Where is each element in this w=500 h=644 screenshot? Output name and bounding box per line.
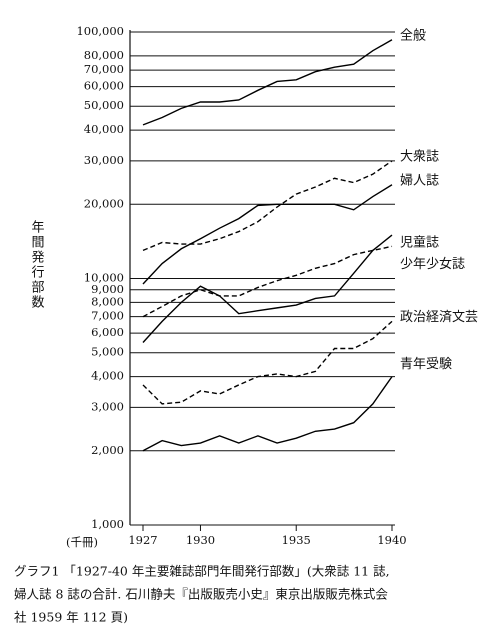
y-tick-label: 100,000 — [76, 24, 124, 38]
series-label: 大衆誌 — [400, 149, 439, 164]
y-tick-label: 80,000 — [84, 48, 124, 62]
series-label: 婦人誌 — [400, 172, 439, 188]
series-line — [142, 376, 393, 452]
series-line — [142, 234, 393, 343]
series-label: 全般 — [400, 28, 426, 43]
y-tick-label: 5,000 — [91, 345, 124, 359]
y-tick-label: 3,000 — [91, 399, 124, 413]
y-unit: (千冊) — [66, 535, 98, 549]
series-line — [142, 160, 393, 252]
x-tick-label: 1927 — [128, 533, 157, 547]
series-label: 児童誌 — [400, 236, 439, 251]
x-tick-label: 1940 — [377, 533, 406, 547]
y-tick-label: 20,000 — [84, 196, 124, 210]
series-label: 政治経済文芸 — [400, 309, 478, 325]
caption: 社 1959 年 112 頁) — [14, 610, 128, 625]
x-tick-label: 1930 — [186, 533, 215, 547]
series-line — [142, 39, 393, 126]
x-tick-label: 1935 — [282, 533, 311, 547]
series-line — [142, 245, 393, 318]
series-line — [142, 320, 393, 405]
caption: グラフ1 「1927-40 年主要雑誌部門年間発行部数」(大衆誌 11 誌, — [14, 564, 390, 579]
y-tick-label: 60,000 — [84, 79, 124, 93]
y-tick-label: 30,000 — [84, 153, 124, 167]
series-line — [142, 184, 393, 285]
y-tick-label: 2,000 — [91, 443, 124, 457]
y-tick-label: 50,000 — [84, 98, 124, 112]
caption: 婦人誌 8 誌の合計. 石川静夫『出版販売小史』東京出版販売株式会 — [14, 587, 388, 602]
series-label: 青年受験 — [400, 357, 452, 372]
y-tick-label: 40,000 — [84, 122, 124, 136]
y-tick-label: 9,000 — [91, 282, 124, 296]
series-label: 少年少女誌 — [400, 257, 465, 272]
y-axis-label: 年間発行部数 — [29, 220, 45, 310]
y-tick-label: 4,000 — [91, 369, 124, 383]
y-tick-label: 70,000 — [84, 62, 124, 76]
y-tick-label: 7,000 — [91, 309, 124, 323]
y-tick-label: 10,000 — [84, 271, 124, 285]
y-tick-label: 6,000 — [91, 325, 124, 339]
y-tick-label: 8,000 — [91, 294, 124, 308]
y-tick-label: 1,000 — [91, 517, 124, 531]
